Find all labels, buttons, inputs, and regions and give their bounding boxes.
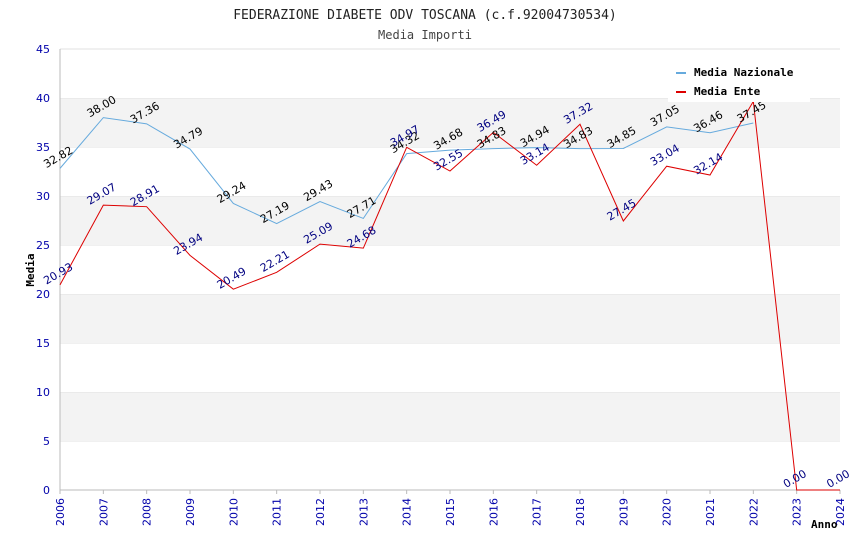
x-tick-label: 2017 xyxy=(531,498,544,526)
x-tick-label: 2023 xyxy=(791,498,804,526)
grid-band xyxy=(60,294,840,343)
x-tick-label: 2022 xyxy=(747,498,760,526)
y-tick-label: 15 xyxy=(36,337,50,350)
y-tick-label: 10 xyxy=(36,386,50,399)
y-tick-label: 45 xyxy=(36,43,50,56)
y-tick-label: 30 xyxy=(36,190,50,203)
y-tick-label: 0 xyxy=(43,484,50,497)
x-tick-label: 2013 xyxy=(357,498,370,526)
x-tick-label: 2018 xyxy=(574,498,587,526)
grid-band xyxy=(60,441,840,490)
grid-band xyxy=(60,245,840,294)
x-tick-label: 2020 xyxy=(661,498,674,526)
y-tick-label: 20 xyxy=(36,288,50,301)
x-tick-label: 2008 xyxy=(141,498,154,526)
legend-label: Media Ente xyxy=(694,85,761,98)
x-axis-ticks: 2006 2007 2008 2009 2010 2011 2012 2013 2014 2015… xyxy=(54,490,847,526)
x-tick-label: 2024 xyxy=(834,498,847,526)
legend-label: Media Nazionale xyxy=(694,66,794,79)
x-axis-label: Anno xyxy=(811,518,838,531)
x-tick-label: 2019 xyxy=(617,498,630,526)
chart-subtitle: Media Importi xyxy=(378,28,472,42)
y-tick-label: 5 xyxy=(43,435,50,448)
x-tick-label: 2010 xyxy=(227,498,240,526)
x-tick-label: 2015 xyxy=(444,498,457,526)
x-tick-label: 2011 xyxy=(271,498,284,526)
x-tick-label: 2014 xyxy=(401,498,414,526)
x-tick-label: 2021 xyxy=(704,498,717,526)
x-tick-label: 2006 xyxy=(54,498,67,526)
legend: Media Nazionale Media Ente xyxy=(668,60,810,102)
grid-band xyxy=(60,392,840,441)
x-tick-label: 2009 xyxy=(184,498,197,526)
x-tick-label: 2012 xyxy=(314,498,327,526)
series-lines xyxy=(59,99,840,491)
y-axis-label: Media xyxy=(24,253,37,286)
x-tick-label: 2007 xyxy=(97,498,110,526)
y-tick-label: 35 xyxy=(36,141,50,154)
y-axis-ticks: 0 5 10 15 20 25 30 35 40 45 xyxy=(36,43,50,497)
grid-band xyxy=(60,196,840,245)
grid-bands xyxy=(60,48,840,490)
series-line-media-nazionale xyxy=(59,117,754,225)
x-tick-label: 2016 xyxy=(487,498,500,526)
chart-title: FEDERAZIONE DIABETE ODV TOSCANA (c.f.920… xyxy=(233,8,617,23)
y-tick-label: 40 xyxy=(36,92,50,105)
grid-band xyxy=(60,343,840,392)
grid-band xyxy=(60,98,840,147)
series-line-media-ente xyxy=(59,99,840,491)
y-tick-label: 25 xyxy=(36,239,50,252)
